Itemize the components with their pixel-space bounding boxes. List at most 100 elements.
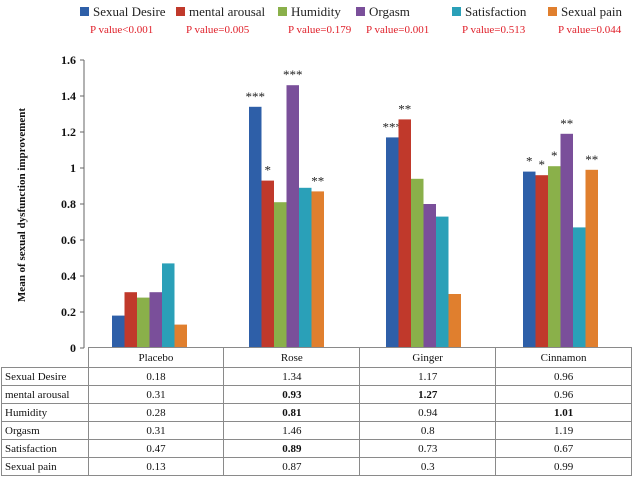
table-cell: 0.47 <box>87 439 225 458</box>
y-tick-label: 0.2 <box>61 305 76 319</box>
legend-label: Humidity <box>291 4 341 19</box>
y-tick-label: 0.6 <box>61 233 76 247</box>
y-tick-label: 1.4 <box>61 89 76 103</box>
table-col-header: Cinnamon <box>495 347 632 368</box>
table-corner <box>1 347 89 368</box>
bar <box>162 263 175 348</box>
table-cell: 1.34 <box>223 367 361 386</box>
legend-item: Sexual pain <box>548 4 622 20</box>
bar <box>149 292 162 348</box>
significance-label: * <box>539 157 546 172</box>
significance-label: ** <box>560 116 573 131</box>
legend-pvalue: P value=0.179 <box>288 24 352 36</box>
table-row: Humidity 0.28 0.81 0.94 1.01 <box>1 403 632 422</box>
table-cell: 0.93 <box>223 385 361 404</box>
data-table: Placebo Rose Ginger Cinnamon Sexual Desi… <box>1 347 632 476</box>
table-cell: 0.18 <box>87 367 225 386</box>
y-tick-label: 0.8 <box>61 197 76 211</box>
chart-legend: Sexual Desire P value<0.001 mental arousal… <box>80 4 636 44</box>
legend-label: Sexual Desire <box>93 4 166 19</box>
table-row: mental arousal 0.31 0.93 1.27 0.96 <box>1 385 632 404</box>
table-cell: 0.94 <box>359 403 497 422</box>
table-col-header: Ginger <box>359 347 497 368</box>
table-col-header: Placebo <box>87 347 225 368</box>
table-cell: 0.96 <box>495 367 632 386</box>
legend-item: mental arousal <box>176 4 265 20</box>
bar <box>124 292 137 348</box>
table-cell: 0.99 <box>495 457 632 476</box>
legend-swatch <box>356 7 365 16</box>
table-cell: 0.31 <box>87 421 225 440</box>
significance-label: * <box>265 163 272 178</box>
bar <box>112 315 125 348</box>
table-cell: 0.89 <box>223 439 361 458</box>
legend-label: Sexual pain <box>561 4 623 19</box>
significance-label: * <box>551 148 558 163</box>
legend-label: mental arousal <box>189 4 266 19</box>
bar <box>274 202 287 348</box>
table-cell: 0.3 <box>359 457 497 476</box>
table-row: Sexual Desire 0.18 1.34 1.17 0.96 <box>1 367 632 386</box>
bar <box>249 106 262 348</box>
table-cell: 0.87 <box>223 457 361 476</box>
bar <box>560 133 573 348</box>
significance-label: ** <box>311 173 324 188</box>
significance-label: ** <box>585 152 598 167</box>
table-cell: 0.96 <box>495 385 632 404</box>
bar <box>398 119 411 349</box>
legend-pvalue: P value=0.044 <box>558 24 622 36</box>
table-row: Sexual pain 0.13 0.87 0.3 0.99 <box>1 457 632 476</box>
legend-swatch <box>80 7 89 16</box>
legend-swatch <box>176 7 185 16</box>
table-cell: 1.19 <box>495 421 632 440</box>
table-cell: 0.8 <box>359 421 497 440</box>
data-table-header: Placebo Rose Ginger Cinnamon <box>1 347 632 368</box>
table-cell: 0.28 <box>87 403 225 422</box>
bar <box>261 180 274 348</box>
significance-label: * <box>526 154 533 169</box>
table-cell: 0.81 <box>223 403 361 422</box>
bar <box>311 191 324 348</box>
y-tick-label: 1 <box>70 161 76 175</box>
table-row-label: Satisfaction <box>1 439 89 458</box>
bar <box>585 169 598 348</box>
bar <box>548 166 561 348</box>
legend-label: Orgasm <box>369 4 410 19</box>
bar <box>535 175 548 348</box>
bar <box>137 297 150 348</box>
legend-item: Humidity <box>278 4 341 20</box>
legend-item: Orgasm <box>356 4 410 20</box>
table-row-label: Sexual Desire <box>1 367 89 386</box>
table-row-label: Orgasm <box>1 421 89 440</box>
table-row-label: Sexual pain <box>1 457 89 476</box>
bar <box>523 171 536 348</box>
table-cell: 1.17 <box>359 367 497 386</box>
legend-swatch <box>548 7 557 16</box>
legend-pvalue: P value=0.513 <box>462 24 526 36</box>
bar <box>386 137 399 348</box>
y-tick-label: 0.4 <box>61 269 76 283</box>
legend-pvalue: P value=0.001 <box>366 24 430 36</box>
table-cell: 1.46 <box>223 421 361 440</box>
table-row: Orgasm 0.31 1.46 0.8 1.19 <box>1 421 632 440</box>
legend-swatch <box>278 7 287 16</box>
bar <box>573 227 586 348</box>
table-row: Satisfaction 0.47 0.89 0.73 0.67 <box>1 439 632 458</box>
table-cell: 1.01 <box>495 403 632 422</box>
bar <box>411 178 424 348</box>
y-tick-label: 1.2 <box>61 125 76 139</box>
bar <box>423 204 436 348</box>
bar <box>299 187 312 348</box>
y-tick-label: 1.6 <box>61 53 76 67</box>
legend-label: Satisfaction <box>465 4 527 19</box>
legend-pvalue: P value<0.001 <box>90 24 154 36</box>
table-cell: 0.73 <box>359 439 497 458</box>
table-cell: 0.67 <box>495 439 632 458</box>
bar <box>174 324 187 348</box>
table-row-label: mental arousal <box>1 385 89 404</box>
table-cell: 0.13 <box>87 457 225 476</box>
significance-label: *** <box>246 89 266 104</box>
significance-label: ** <box>398 101 411 116</box>
